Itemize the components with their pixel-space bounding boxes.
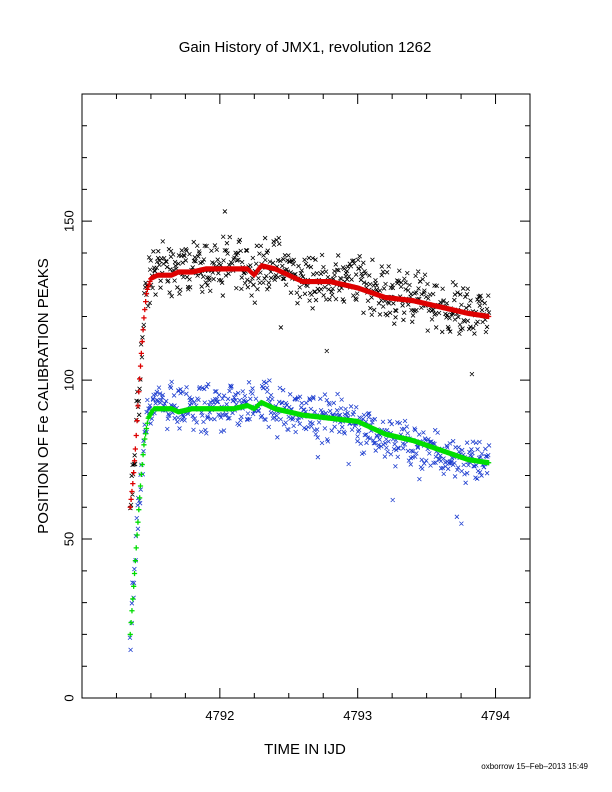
plot-frame xyxy=(81,93,531,699)
y-tick-label: 150 xyxy=(61,210,76,232)
series-4 xyxy=(127,399,492,638)
series-1 xyxy=(128,209,492,511)
series-1-markers xyxy=(128,209,492,511)
y-tick-label: 0 xyxy=(61,694,76,701)
series-3 xyxy=(127,378,492,653)
series-2-markers xyxy=(127,263,492,510)
series-2 xyxy=(127,263,492,510)
series-3-markers xyxy=(127,378,492,653)
x-tick-labels: 4792 4793 4794 xyxy=(205,708,510,723)
footer-credit: oxborrow 15–Feb–2013 15:49 xyxy=(481,762,588,771)
series-4-markers xyxy=(127,399,492,638)
data-points xyxy=(127,209,492,653)
y-tick-label: 50 xyxy=(61,532,76,546)
x-tick-label: 4792 xyxy=(205,708,234,723)
chart-title: Gain History of JMX1, revolution 1262 xyxy=(179,39,432,56)
y-tick-labels: 0 50 100 150 xyxy=(61,210,76,701)
x-tick-label: 4793 xyxy=(343,708,372,723)
x-tick-label: 4794 xyxy=(481,708,510,723)
axis-ticks xyxy=(81,93,531,699)
y-tick-label: 100 xyxy=(61,369,76,391)
x-axis-label: TIME IN IJD xyxy=(264,741,346,758)
y-axis-label: POSITION OF Fe CALIBRATION PEAKS xyxy=(35,258,52,534)
